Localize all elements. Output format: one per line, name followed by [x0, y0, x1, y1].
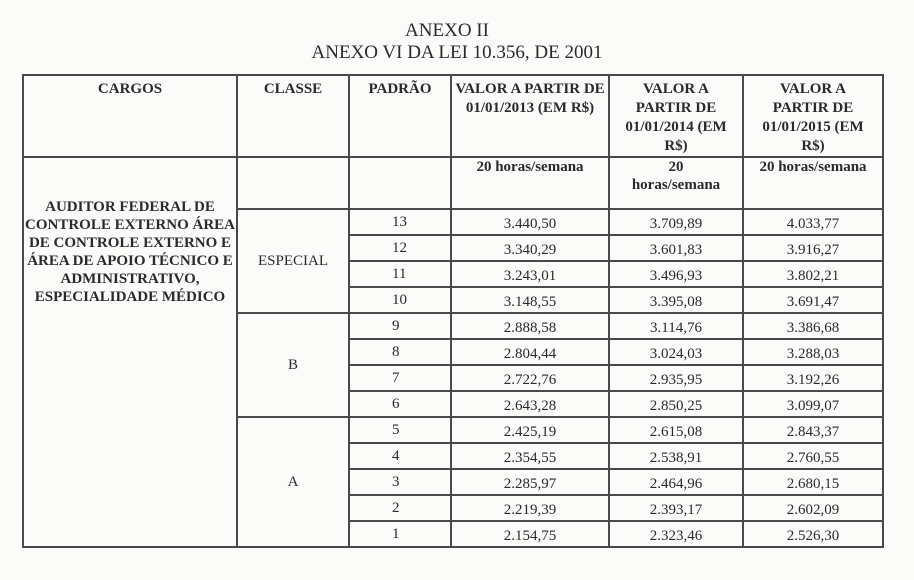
value-cell-v2014: 2.935,95 [608, 364, 744, 392]
value-cell-v2015: 2.602,09 [742, 494, 884, 522]
value-cell-v2015: 2.760,55 [742, 442, 884, 470]
padrao-cell: 3 [348, 468, 452, 496]
subheader-row: AUDITOR FEDERAL DE CONTROLE EXTERNO ÁREA… [22, 156, 884, 548]
subheader-classe-empty [236, 156, 350, 210]
table-row: 6 2.643,28 2.850,25 3.099,07 [23, 390, 884, 418]
value-cell-v2015: 3.099,07 [742, 390, 884, 418]
value-cell-v2013: 2.888,58 [450, 312, 610, 340]
value-cell-v2014: 3.601,83 [608, 234, 744, 262]
padrao-cell: 10 [348, 286, 452, 314]
value-cell-v2015: 3.192,26 [742, 364, 884, 392]
value-cell-v2014: 2.850,25 [608, 390, 744, 418]
classe-cell: ESPECIAL [236, 208, 350, 314]
table-row: 3 2.285,97 2.464,96 2.680,15 [23, 468, 884, 496]
padrao-cell: 12 [348, 234, 452, 262]
cargo-cell: AUDITOR FEDERAL DE CONTROLE EXTERNO ÁREA… [22, 156, 238, 548]
value-cell-v2013: 2.804,44 [450, 338, 610, 366]
document-title: ANEXO II [405, 20, 489, 41]
value-cell-v2013: 2.425,19 [450, 416, 610, 444]
salary-table: CARGOS CLASSE PADRÃO VALOR A PARTIR DE 0… [22, 74, 884, 548]
padrao-cell: 13 [348, 208, 452, 236]
value-cell-v2015: 3.386,68 [742, 312, 884, 340]
value-cell-v2015: 4.033,77 [742, 208, 884, 236]
value-cell-v2013: 2.219,39 [450, 494, 610, 522]
padrao-cell: 6 [348, 390, 452, 418]
value-cell-v2014: 2.464,96 [608, 468, 744, 496]
value-cell-v2014: 2.538,91 [608, 442, 744, 470]
table-row: 7 2.722,76 2.935,95 3.192,26 [23, 364, 884, 392]
header-2015: VALOR A PARTIR DE 01/01/2015 (EM R$) [742, 74, 884, 158]
value-cell-v2014: 2.323,46 [608, 520, 744, 548]
value-cell-v2013: 2.643,28 [450, 390, 610, 418]
table-row: 8 2.804,44 3.024,03 3.288,03 [23, 338, 884, 366]
value-cell-v2014: 3.395,08 [608, 286, 744, 314]
value-cell-v2015: 3.288,03 [742, 338, 884, 366]
subheader-padrao-empty [348, 156, 452, 210]
subheader-2013: 20 horas/semana [450, 156, 610, 210]
value-cell-v2013: 3.440,50 [450, 208, 610, 236]
classe-cell: B [236, 312, 350, 418]
value-cell-v2014: 3.114,76 [608, 312, 744, 340]
table-row: A 5 2.425,19 2.615,08 2.843,37 [23, 416, 884, 548]
value-cell-v2015: 3.691,47 [742, 286, 884, 314]
document-subtitle: ANEXO VI DA LEI 10.356, DE 2001 [311, 42, 603, 63]
value-cell-v2015: 3.802,21 [742, 260, 884, 288]
table-row: 11 3.243,01 3.496,93 3.802,21 [23, 260, 884, 288]
value-cell-v2013: 3.340,29 [450, 234, 610, 262]
header-row: CARGOS CLASSE PADRÃO VALOR A PARTIR DE 0… [22, 74, 884, 158]
value-cell-v2015: 3.916,27 [742, 234, 884, 262]
table-row: B 9 2.888,58 3.114,76 3.386,68 [23, 312, 884, 418]
value-cell-v2014: 3.024,03 [608, 338, 744, 366]
value-cell-v2015: 2.526,30 [742, 520, 884, 548]
padrao-cell: 9 [348, 312, 452, 340]
value-cell-v2014: 3.496,93 [608, 260, 744, 288]
table-row: 2 2.219,39 2.393,17 2.602,09 [23, 494, 884, 522]
value-cell-v2014: 2.393,17 [608, 494, 744, 522]
subheader-2014: 20 horas/semana [608, 156, 744, 210]
padrao-cell: 11 [348, 260, 452, 288]
padrao-cell: 2 [348, 494, 452, 522]
table-row: 10 3.148,55 3.395,08 3.691,47 [23, 286, 884, 314]
value-cell-v2013: 2.354,55 [450, 442, 610, 470]
value-cell-v2013: 2.285,97 [450, 468, 610, 496]
header-2013: VALOR A PARTIR DE 01/01/2013 (EM R$) [450, 74, 610, 158]
padrao-cell: 7 [348, 364, 452, 392]
value-cell-v2014: 2.615,08 [608, 416, 744, 444]
padrao-cell: 5 [348, 416, 452, 444]
subheader-2015: 20 horas/semana [742, 156, 884, 210]
table-row: ESPECIAL 13 3.440,50 3.709,89 4.033,77 [23, 208, 884, 314]
value-cell-v2013: 2.154,75 [450, 520, 610, 548]
classe-cell: A [236, 416, 350, 548]
value-cell-v2015: 2.680,15 [742, 468, 884, 496]
value-cell-v2014: 3.709,89 [608, 208, 744, 236]
header-padrao: PADRÃO [348, 74, 452, 158]
padrao-cell: 1 [348, 520, 452, 548]
header-cargos: CARGOS [22, 74, 238, 158]
table-row: 4 2.354,55 2.538,91 2.760,55 [23, 442, 884, 470]
table-row: 1 2.154,75 2.323,46 2.526,30 [23, 520, 884, 548]
value-cell-v2015: 2.843,37 [742, 416, 884, 444]
value-cell-v2013: 3.148,55 [450, 286, 610, 314]
header-classe: CLASSE [236, 74, 350, 158]
padrao-cell: 4 [348, 442, 452, 470]
padrao-cell: 8 [348, 338, 452, 366]
table-row: 12 3.340,29 3.601,83 3.916,27 [23, 234, 884, 262]
value-cell-v2013: 3.243,01 [450, 260, 610, 288]
header-2014: VALOR A PARTIR DE 01/01/2014 (EM R$) [608, 74, 744, 158]
value-cell-v2013: 2.722,76 [450, 364, 610, 392]
